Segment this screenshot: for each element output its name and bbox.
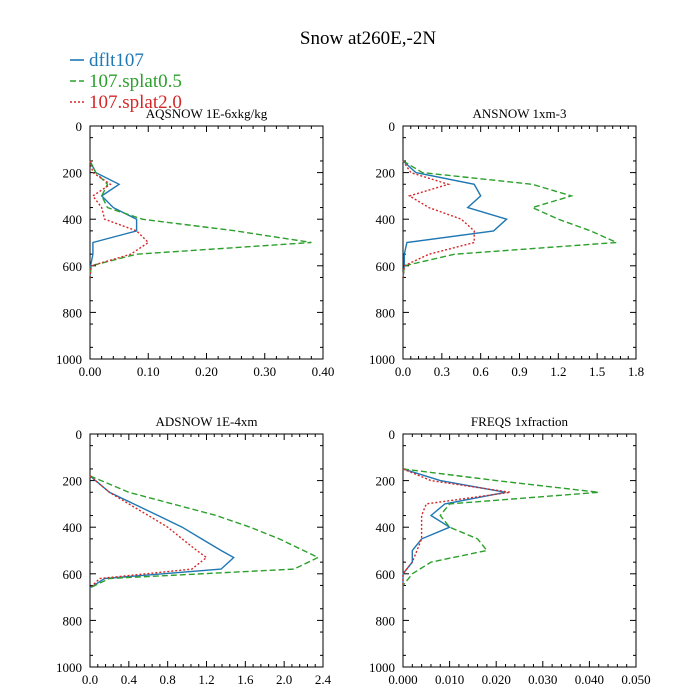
y-tick-label: 400 — [63, 212, 83, 227]
panel-3: ADSNOW 1E-4xm 0.0 0.4 0.8 1.2 1.6 2.0 2.4 0 200 40… — [56, 414, 332, 687]
panel-4: FREQS 1xfraction 0.000 0.010 0.020 0.030 0.04… — [369, 414, 651, 687]
y-tick-label: 1000 — [56, 352, 82, 367]
y-tick-label: 1000 — [369, 352, 395, 367]
x-tick-label: 0.010 — [435, 672, 464, 687]
x-tick-label: 0.6 — [473, 364, 490, 379]
panel-2: ANSNOW 1xm-3 0.0 0.3 0.6 0.9 1.2 1.5 1.8 0 200 400… — [369, 106, 644, 379]
x-tick-label: 0.4 — [121, 672, 138, 687]
x-tick-label: 1.5 — [589, 364, 605, 379]
plot-frame — [89, 433, 324, 668]
y-tick-label: 1000 — [369, 660, 395, 675]
series-line-107.splat0.5 — [402, 160, 617, 278]
x-tick-label: 2.4 — [315, 672, 332, 687]
y-tick-label: 800 — [63, 305, 83, 320]
series-line-107.splat2.0 — [89, 160, 150, 278]
figure-title: Snow at260E,-2N — [300, 28, 436, 49]
series-line-dflt107 — [402, 468, 506, 586]
y-tick-label: 600 — [63, 567, 83, 582]
series-line-107.splat0.5 — [402, 468, 599, 586]
x-tick-label: 0.0 — [82, 672, 98, 687]
x-tick-label: 0.040 — [575, 672, 604, 687]
y-tick-label: 800 — [376, 613, 396, 628]
x-tick-label: 0.3 — [434, 364, 450, 379]
series-line-107.splat2.0 — [402, 468, 511, 586]
x-tick-label: 0.030 — [528, 672, 557, 687]
y-tick-label: 800 — [63, 613, 83, 628]
series-line-dflt107 — [89, 160, 138, 278]
x-tick-label: 1.2 — [198, 672, 214, 687]
panel-title: ADSNOW 1E-4xm — [156, 414, 258, 429]
y-tick-label: 200 — [63, 166, 83, 181]
panels: AQSNOW 1E-6xkg/kg0.00 0.10 0.20 0.30 0.40020… — [56, 106, 651, 687]
x-tick-label: 0.00 — [79, 364, 102, 379]
x-tick-label: 0.9 — [511, 364, 527, 379]
x-tick-label: 0.0 — [395, 364, 411, 379]
x-tick-label: 0.050 — [621, 672, 650, 687]
series-line-107.splat2.0 — [89, 475, 208, 589]
y-tick-label: 400 — [376, 212, 396, 227]
plot-frame — [402, 125, 637, 360]
x-tick-label: 0.000 — [388, 672, 417, 687]
x-tick-label: 0.10 — [137, 364, 160, 379]
y-tick-label: 200 — [376, 166, 396, 181]
y-tick-label: 600 — [63, 259, 83, 274]
series-line-107.splat2.0 — [402, 160, 475, 278]
plot-frame — [89, 125, 324, 360]
x-tick-label: 1.8 — [628, 364, 644, 379]
series-line-107.splat0.5 — [89, 475, 320, 589]
panel-1: AQSNOW 1E-6xkg/kg 0.00 0.10 0.20 0.30 0.40 0 20… — [56, 106, 334, 379]
panel-title: AQSNOW 1E-6xkg/kg — [146, 106, 268, 121]
series-line-dflt107 — [402, 160, 508, 278]
x-tick-label: 2.0 — [276, 672, 292, 687]
legend-label: dflt107 — [89, 50, 144, 71]
legend-label: 107.splat2.0 — [89, 92, 182, 113]
x-tick-label: 0.020 — [482, 672, 511, 687]
x-tick-label: 0.40 — [312, 364, 335, 379]
x-tick-label: 0.20 — [195, 364, 218, 379]
series-line-107.splat0.5 — [89, 160, 312, 278]
y-tick-label: 400 — [63, 520, 83, 535]
x-tick-label: 1.2 — [550, 364, 566, 379]
x-tick-label: 0.30 — [253, 364, 276, 379]
panel-title: FREQS 1xfraction — [471, 414, 569, 429]
y-tick-label: 0 — [389, 427, 396, 442]
y-tick-label: 800 — [376, 305, 396, 320]
series-line-dflt107 — [89, 475, 235, 589]
y-tick-label: 0 — [76, 119, 83, 134]
y-tick-label: 0 — [389, 119, 396, 134]
legend-label: 107.splat0.5 — [89, 71, 182, 92]
panel-title: ANSNOW 1xm-3 — [472, 106, 566, 121]
y-tick-label: 600 — [376, 567, 396, 582]
y-tick-label: 200 — [63, 474, 83, 489]
x-tick-label: 1.6 — [237, 672, 254, 687]
y-tick-label: 1000 — [56, 660, 82, 675]
y-tick-label: 200 — [376, 474, 396, 489]
x-tick-label: 0.8 — [160, 672, 176, 687]
y-tick-label: 600 — [376, 259, 396, 274]
y-tick-label: 400 — [376, 520, 396, 535]
y-tick-label: 0 — [76, 427, 83, 442]
plot-frame — [402, 433, 637, 668]
